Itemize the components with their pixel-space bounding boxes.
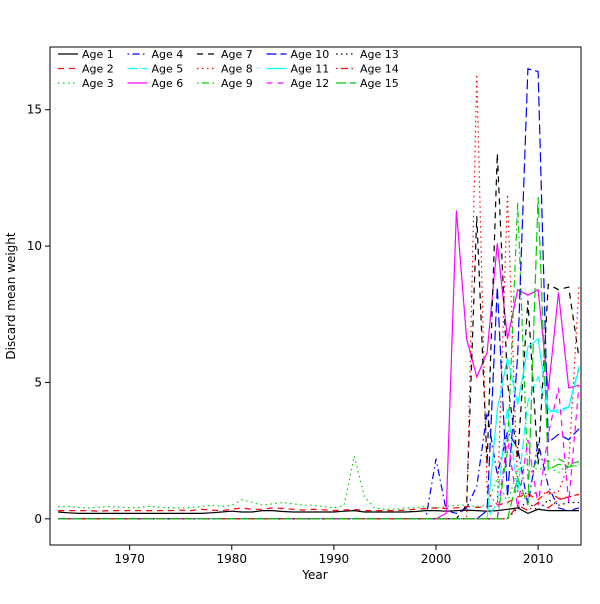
x-axis-label: Year <box>301 568 327 582</box>
legend-label-age-14: Age 14 <box>360 63 399 76</box>
legend-label-age-11: Age 11 <box>291 63 330 76</box>
y-tick-label: 15 <box>27 103 42 117</box>
series-line-age-15 <box>58 196 580 520</box>
plot-frame <box>49 46 582 546</box>
legend-label-age-5: Age 5 <box>152 63 184 76</box>
y-tick-label: 5 <box>34 375 42 389</box>
legend-label-age-15: Age 15 <box>360 77 399 90</box>
x-tick-label: 2010 <box>523 552 554 566</box>
x-tick-label: 1990 <box>319 552 350 566</box>
series-line-age-7 <box>58 153 580 520</box>
legend-label-age-3: Age 3 <box>82 77 114 90</box>
legend-label-age-7: Age 7 <box>221 48 253 61</box>
series-line-age-8 <box>58 74 580 520</box>
y-axis-label: Discard mean weight <box>4 232 18 360</box>
series-line-age-10 <box>58 68 580 520</box>
legend-label-age-4: Age 4 <box>152 48 184 61</box>
legend-label-age-9: Age 9 <box>221 77 253 90</box>
x-tick-label: 1980 <box>216 552 247 566</box>
y-tick-label: 10 <box>27 239 42 253</box>
series-line-age-3 <box>58 455 580 510</box>
legend-label-age-1: Age 1 <box>82 48 114 61</box>
y-tick-label: 0 <box>34 512 42 526</box>
x-tick-label: 2000 <box>421 552 452 566</box>
legend-label-age-12: Age 12 <box>291 77 330 90</box>
legend-label-age-13: Age 13 <box>360 48 399 61</box>
legend-label-age-8: Age 8 <box>221 63 253 76</box>
series-line-age-13 <box>58 498 579 520</box>
legend-label-age-2: Age 2 <box>82 63 114 76</box>
x-tick-label: 1970 <box>114 552 145 566</box>
legend-label-age-10: Age 10 <box>291 48 330 61</box>
legend-label-age-6: Age 6 <box>152 77 184 90</box>
